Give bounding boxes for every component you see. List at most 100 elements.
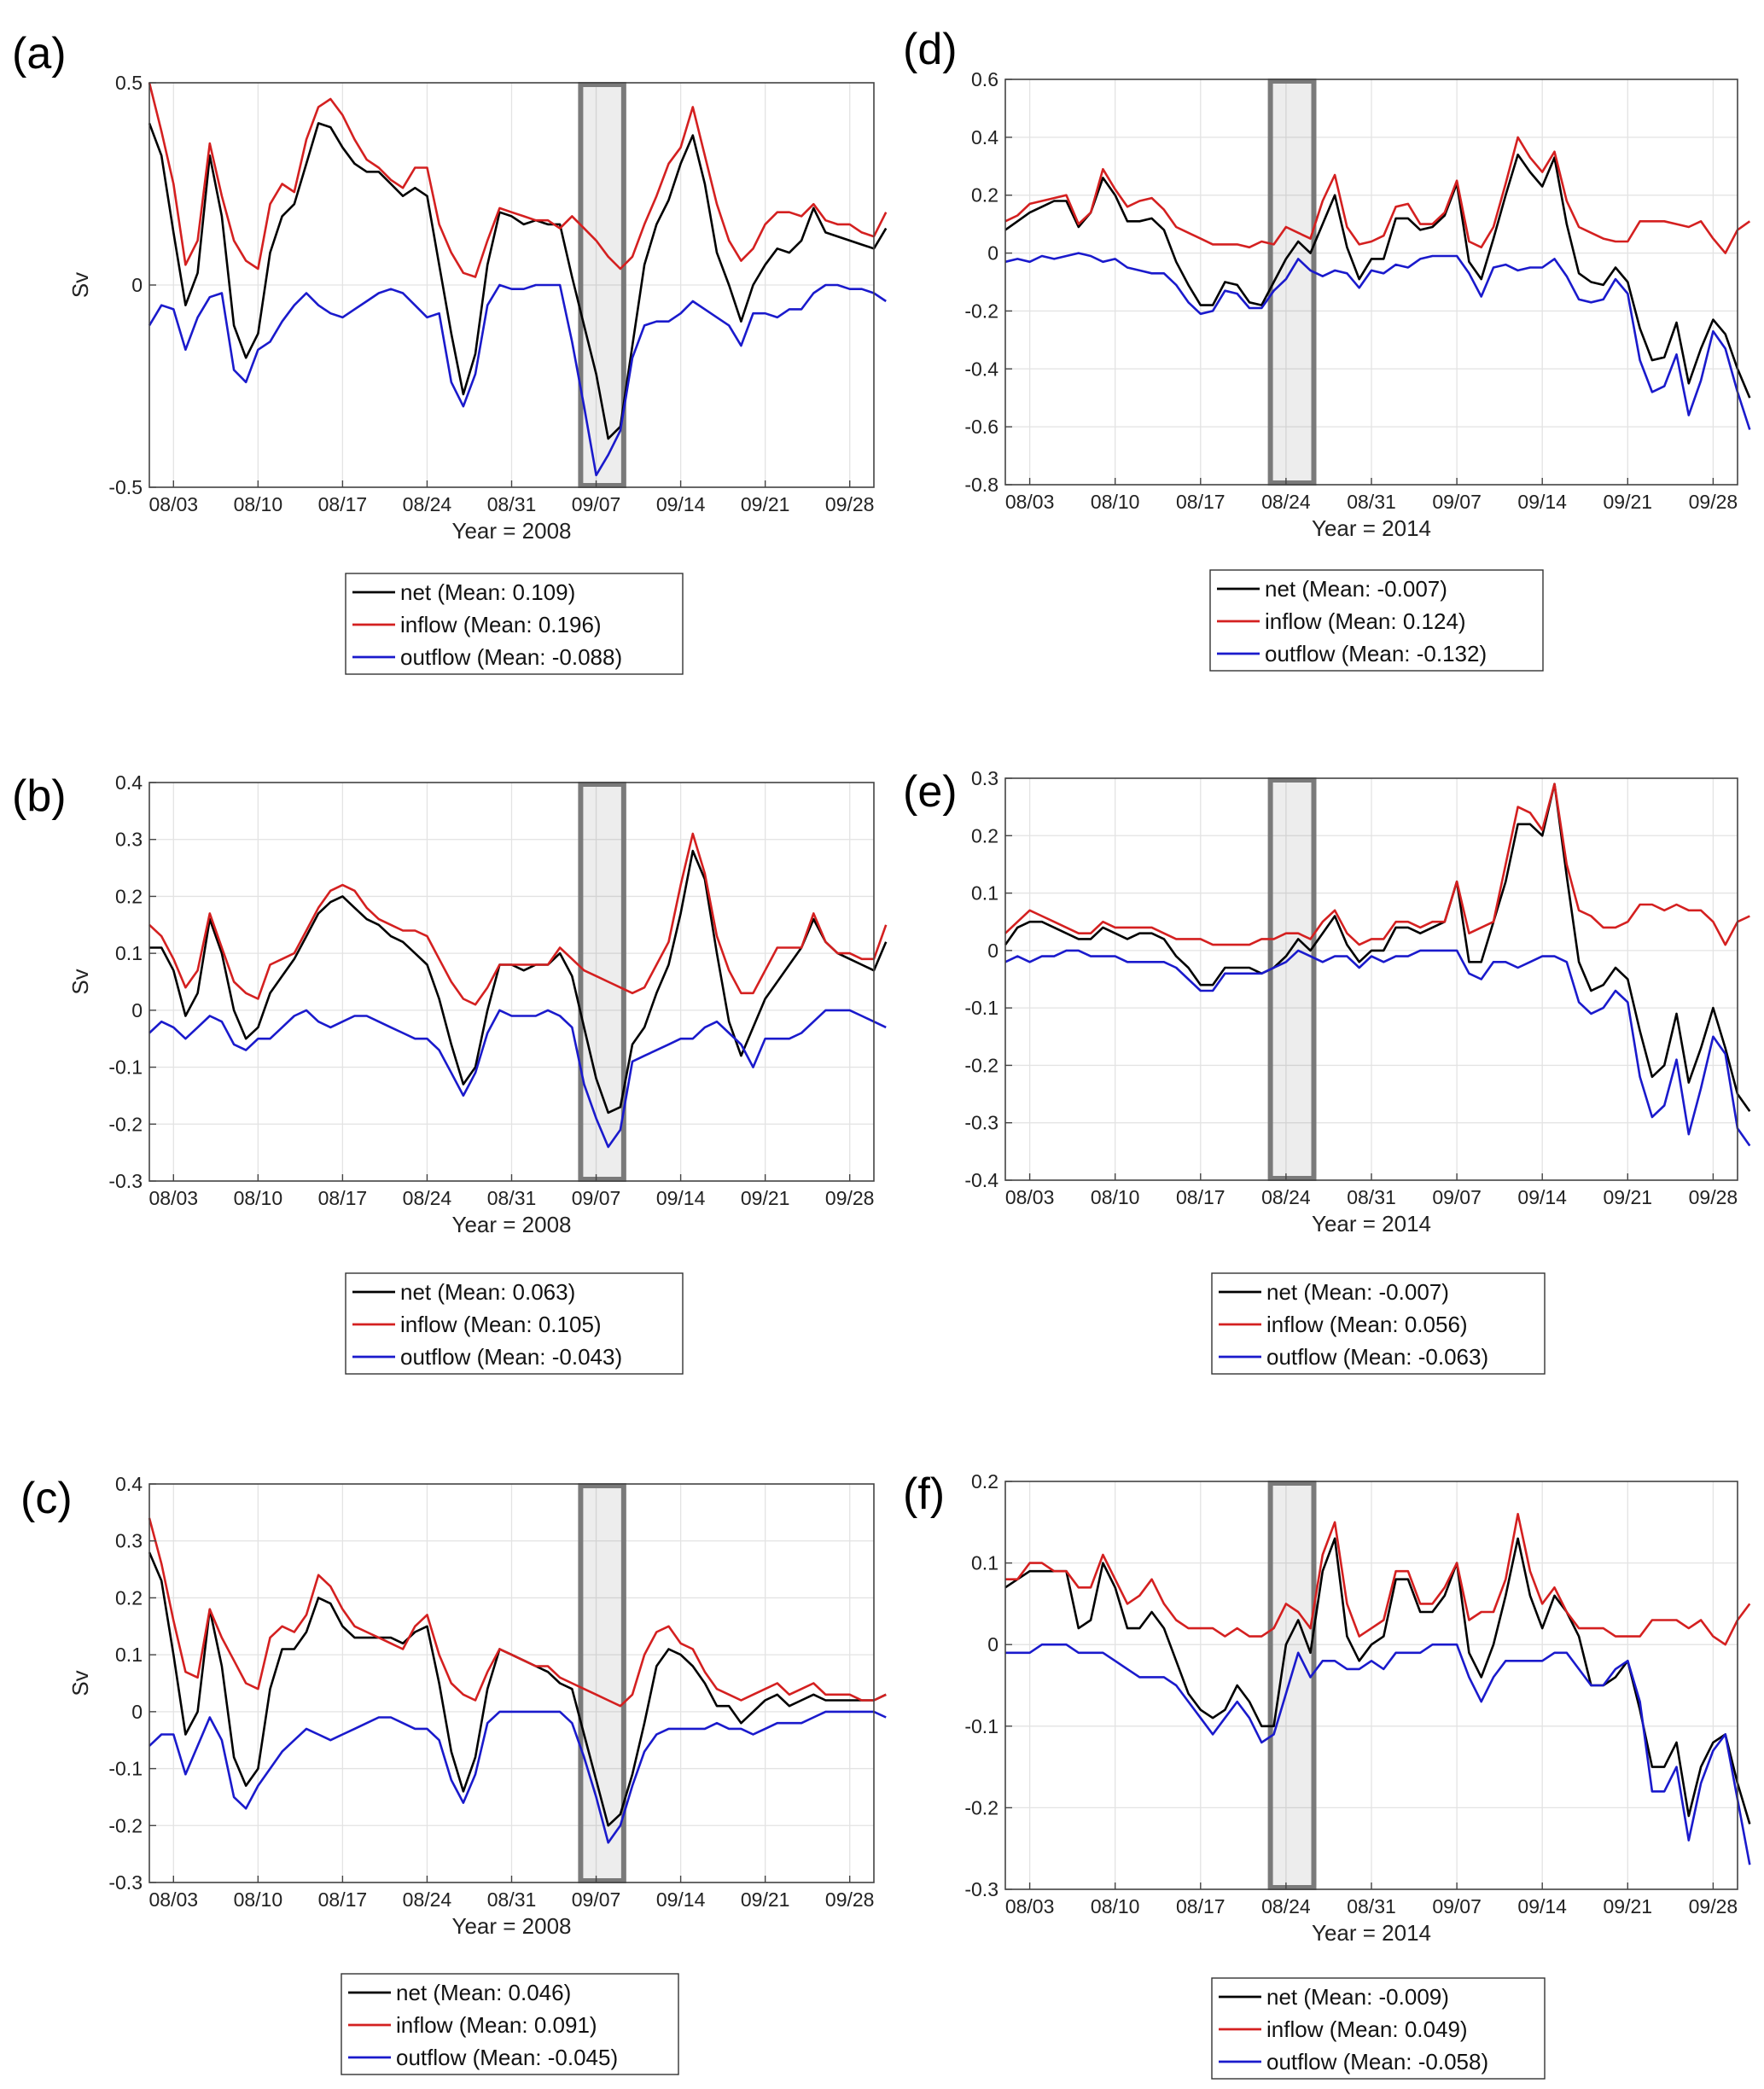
y-tick-label: 0.3 <box>971 767 998 789</box>
x-tick-label: 08/10 <box>1091 1186 1140 1208</box>
x-axis-label: Year = 2008 <box>451 1913 571 1939</box>
highlight-window <box>578 82 626 488</box>
series-line-outflow <box>148 1009 887 1149</box>
x-tick-label: 08/31 <box>1347 1895 1396 1917</box>
x-tick-label: 09/28 <box>825 1888 875 1911</box>
x-axis-label: Year = 2008 <box>451 1212 571 1237</box>
y-tick-label: 0.2 <box>971 824 998 847</box>
legend: net (Mean: -0.009) inflow (Mean: 0.049) ou… <box>1211 1977 1546 2080</box>
x-tick-label: 09/14 <box>1517 1895 1567 1917</box>
y-tick-label: -0.2 <box>964 1054 998 1076</box>
y-tick-label: 0.6 <box>971 68 998 90</box>
legend-entry-inflow: inflow (Mean: 0.091) <box>396 2012 597 2038</box>
series-line-inflow <box>148 832 888 1006</box>
x-tick-label: 08/24 <box>1261 1895 1311 1917</box>
x-tick-label: 09/21 <box>741 1888 790 1911</box>
y-tick-label: 0 <box>987 242 998 265</box>
series-line-outflow <box>148 1710 887 1844</box>
y-tick-label: -0.1 <box>964 1715 998 1737</box>
series-line-outflow <box>1005 1643 1751 1865</box>
y-tick-label: -0.2 <box>108 1113 143 1135</box>
y-tick-label: 0.1 <box>971 882 998 905</box>
y-tick-label: 0.2 <box>971 1470 998 1493</box>
x-tick-label: 08/24 <box>403 1888 452 1911</box>
legend-entry-net: net (Mean: 0.046) <box>396 1980 571 2005</box>
x-tick-label: 09/07 <box>572 493 621 515</box>
panel-label: (f) <box>903 1469 945 1519</box>
series-line-net <box>148 122 888 440</box>
x-tick-label: 08/03 <box>1005 491 1055 513</box>
x-axis-label: Year = 2014 <box>1312 515 1431 541</box>
x-tick-label: 09/14 <box>656 1888 706 1911</box>
x-tick-label: 09/14 <box>656 493 706 515</box>
y-tick-label: 0.3 <box>115 829 143 851</box>
y-tick-label: -0.2 <box>108 1814 143 1836</box>
x-tick-label: 09/07 <box>1432 491 1482 513</box>
x-tick-label: 09/28 <box>1689 1895 1738 1917</box>
x-tick-label: 09/21 <box>1604 1895 1653 1917</box>
legend: net (Mean: -0.007) inflow (Mean: 0.124) ou… <box>1209 569 1544 672</box>
chart-panel-d: 08/03 08/10 08/17 08/24 08/31 09/07 09/14 09/21… <box>903 25 1751 672</box>
legend-box <box>341 1973 679 2075</box>
legend-entry-outflow: outflow (Mean: -0.063) <box>1266 1344 1488 1370</box>
legend-entry-outflow: outflow (Mean: -0.088) <box>400 644 622 670</box>
legend: net (Mean: 0.046) inflow (Mean: 0.091) out… <box>341 1973 679 2075</box>
y-axis-label: Sv <box>67 272 93 298</box>
x-tick-label: 08/24 <box>1261 491 1311 513</box>
y-tick-label: 0.4 <box>115 1473 143 1495</box>
x-tick-label: 08/17 <box>1176 1895 1225 1917</box>
x-tick-label: 09/28 <box>1689 491 1738 513</box>
highlight-window <box>578 782 626 1182</box>
x-tick-label: 08/24 <box>1261 1186 1311 1208</box>
legend-box <box>345 1272 684 1375</box>
y-tick-label: -0.4 <box>964 1169 998 1191</box>
x-tick-label: 09/21 <box>741 493 790 515</box>
y-tick-label: 0.2 <box>971 184 998 207</box>
legend-box <box>1211 1272 1546 1375</box>
x-tick-label: 09/21 <box>1604 491 1653 513</box>
legend-box <box>1211 1977 1546 2080</box>
x-tick-label: 09/14 <box>656 1187 706 1209</box>
x-tick-label: 09/14 <box>1517 491 1567 513</box>
y-tick-label: -0.3 <box>108 1871 143 1894</box>
x-tick-label: 09/07 <box>572 1187 621 1209</box>
legend-entry-inflow: inflow (Mean: 0.105) <box>400 1312 602 1337</box>
x-tick-label: 08/03 <box>149 1888 199 1911</box>
y-tick-label: 0.2 <box>115 885 143 907</box>
x-tick-label: 08/10 <box>234 1888 283 1911</box>
legend: net (Mean: -0.007) inflow (Mean: 0.056) ou… <box>1211 1272 1546 1375</box>
x-axis-label: Year = 2014 <box>1312 1211 1431 1237</box>
chart-panel-f: 08/03 08/10 08/17 08/24 08/31 09/07 09/14 09/21… <box>903 1469 1751 2080</box>
x-tick-label: 08/17 <box>318 1187 368 1209</box>
y-tick-label: -0.6 <box>964 416 998 438</box>
y-tick-label: -0.3 <box>964 1112 998 1134</box>
legend-entry-outflow: outflow (Mean: -0.132) <box>1265 641 1487 666</box>
chart-panel-e: 08/03 08/10 08/17 08/24 08/31 09/07 09/14 09/21… <box>903 767 1751 1375</box>
x-tick-label: 08/17 <box>318 1888 368 1911</box>
y-tick-label: 0 <box>987 940 998 962</box>
y-tick-label: -0.2 <box>964 1796 998 1818</box>
y-axis-label: Sv <box>67 1670 93 1696</box>
y-tick-label: 0 <box>131 1701 143 1723</box>
y-tick-label: 0.4 <box>971 126 998 148</box>
legend: net (Mean: 0.109) inflow (Mean: 0.196) out… <box>345 573 684 675</box>
x-tick-label: 08/03 <box>1005 1186 1055 1208</box>
x-axis-label: Year = 2014 <box>1312 1920 1431 1946</box>
y-tick-label: 0.3 <box>115 1530 143 1552</box>
legend-entry-inflow: inflow (Mean: 0.056) <box>1266 1312 1468 1337</box>
x-tick-label: 08/10 <box>234 493 283 515</box>
x-tick-label: 09/07 <box>1432 1895 1482 1917</box>
series-line-inflow <box>1005 1512 1751 1646</box>
series-line-inflow <box>1004 783 1750 946</box>
y-tick-label: 0.5 <box>115 72 143 94</box>
legend-box <box>345 573 684 675</box>
y-tick-label: 0 <box>131 999 143 1021</box>
series-line-outflow <box>1004 949 1751 1147</box>
legend-entry-inflow: inflow (Mean: 0.049) <box>1266 2016 1468 2042</box>
y-tick-label: -0.4 <box>964 358 998 380</box>
y-tick-label: -0.8 <box>964 474 998 496</box>
highlight-window <box>578 1483 626 1883</box>
y-axis-label: Sv <box>67 969 93 994</box>
y-tick-label: 0.1 <box>115 942 143 964</box>
panel-label: (b) <box>12 771 67 821</box>
